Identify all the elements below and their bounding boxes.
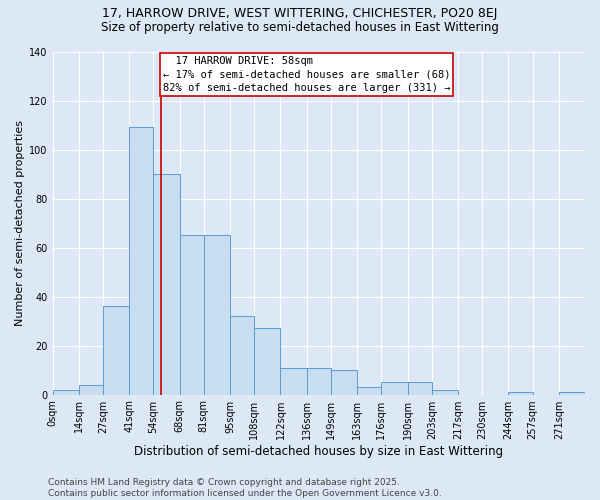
Bar: [432, 390, 458, 394]
Bar: [331, 370, 357, 394]
Bar: [357, 387, 382, 394]
Y-axis label: Number of semi-detached properties: Number of semi-detached properties: [15, 120, 25, 326]
Text: 17 HARROW DRIVE: 58sqm
← 17% of semi-detached houses are smaller (68)
82% of sem: 17 HARROW DRIVE: 58sqm ← 17% of semi-det…: [163, 56, 450, 93]
Bar: [53, 390, 79, 394]
Bar: [179, 236, 204, 394]
Bar: [204, 236, 230, 394]
Bar: [103, 306, 129, 394]
Bar: [280, 368, 307, 394]
Bar: [129, 128, 154, 394]
Bar: [382, 382, 407, 394]
Bar: [559, 392, 585, 394]
Bar: [230, 316, 254, 394]
Bar: [307, 368, 331, 394]
Text: Size of property relative to semi-detached houses in East Wittering: Size of property relative to semi-detach…: [101, 21, 499, 34]
Bar: [254, 328, 280, 394]
Text: Contains HM Land Registry data © Crown copyright and database right 2025.
Contai: Contains HM Land Registry data © Crown c…: [48, 478, 442, 498]
Bar: [508, 392, 533, 394]
Bar: [154, 174, 179, 394]
Bar: [407, 382, 432, 394]
Bar: [79, 385, 103, 394]
Text: 17, HARROW DRIVE, WEST WITTERING, CHICHESTER, PO20 8EJ: 17, HARROW DRIVE, WEST WITTERING, CHICHE…: [103, 8, 497, 20]
X-axis label: Distribution of semi-detached houses by size in East Wittering: Distribution of semi-detached houses by …: [134, 444, 503, 458]
